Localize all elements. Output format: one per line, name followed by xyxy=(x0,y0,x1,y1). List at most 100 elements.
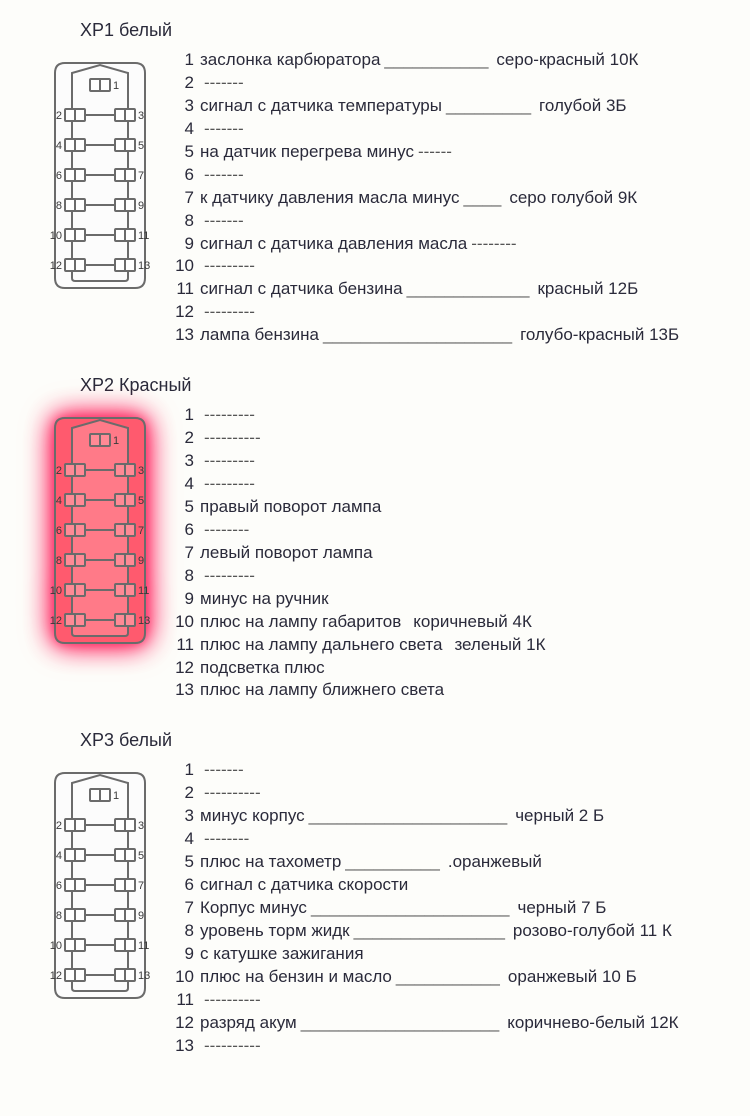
svg-text:4: 4 xyxy=(56,850,62,862)
pin-row: 12 --------- xyxy=(170,301,730,324)
pin-description: плюс на бензин и масло xyxy=(200,966,392,989)
pin-filler: _____________________ xyxy=(311,897,510,920)
svg-text:13: 13 xyxy=(138,260,150,272)
pin-number: 9 xyxy=(170,233,194,256)
pin-wire: красный 12Б xyxy=(537,278,638,301)
pin-number: 6 xyxy=(170,164,194,187)
section-body: 1 2345678910111213 1-------2----------3м… xyxy=(30,757,730,1057)
pin-row: 4------- xyxy=(170,118,730,141)
pin-row: 13плюс на лампу ближнего света xyxy=(170,679,730,702)
svg-text:4: 4 xyxy=(56,495,62,507)
pin-number: 1 xyxy=(170,49,194,72)
svg-text:1: 1 xyxy=(113,435,119,447)
pin-row: 1--------- xyxy=(170,404,730,427)
connector-xp2: 1 2345678910111213 xyxy=(30,402,170,648)
pin-wire: розово-голубой 11 К xyxy=(513,920,672,943)
pin-row: 5на датчик перегрева минус------ xyxy=(170,141,730,164)
svg-text:6: 6 xyxy=(56,525,62,537)
pin-filler: ____ xyxy=(463,187,501,210)
pin-row: 2------- xyxy=(170,72,730,95)
pin-description: сигнал с датчика бензина xyxy=(200,278,403,301)
pin-number: 7 xyxy=(170,897,194,920)
svg-text:3: 3 xyxy=(138,110,144,122)
pin-description: минус корпус xyxy=(200,805,305,828)
pin-description: заслонка карбюратора xyxy=(200,49,380,72)
pin-number: 3 xyxy=(170,805,194,828)
pin-number: 4 xyxy=(170,118,194,141)
pin-description: левый поворот лампа xyxy=(200,542,373,565)
pin-number: 9 xyxy=(170,588,194,611)
pin-list-xp3: 1-------2----------3минус корпус________… xyxy=(170,757,730,1057)
pin-filler: ---------- xyxy=(204,782,261,805)
pin-number: 11 xyxy=(170,634,194,657)
pin-filler: --------- xyxy=(204,565,255,588)
section-xp3: ХР3 белый 1 2345678910111213 1-------2--… xyxy=(30,730,730,1057)
pin-row: 4 --------- xyxy=(170,473,730,496)
pin-wire: зеленый 1К xyxy=(454,634,545,657)
svg-text:6: 6 xyxy=(56,880,62,892)
pin-filler: ___________ xyxy=(384,49,488,72)
pin-row: 6------- xyxy=(170,164,730,187)
svg-text:8: 8 xyxy=(56,910,62,922)
pin-filler: ------ xyxy=(418,141,452,164)
svg-text:8: 8 xyxy=(56,200,62,212)
pin-number: 4 xyxy=(170,473,194,496)
pin-filler: ------- xyxy=(204,759,244,782)
svg-text:7: 7 xyxy=(138,170,144,182)
pin-wire: оранжевый 10 Б xyxy=(508,966,637,989)
pin-filler: _____________________ xyxy=(309,805,508,828)
pin-filler: ---------- xyxy=(204,1035,261,1058)
pin-number: 5 xyxy=(170,141,194,164)
svg-text:11: 11 xyxy=(138,940,149,952)
pin-number: 9 xyxy=(170,943,194,966)
pin-description: сигнал с датчика давления масла xyxy=(200,233,467,256)
pin-wire: голубой 3Б xyxy=(539,95,627,118)
pin-number: 3 xyxy=(170,95,194,118)
pin-filler: ---------- xyxy=(204,989,261,1012)
svg-text:9: 9 xyxy=(138,200,144,212)
pin-description: сигнал с датчика температуры xyxy=(200,95,442,118)
page: ХР1 белый 1 2345678910111213 1зас xyxy=(0,0,750,1116)
pin-description: уровень торм жидк xyxy=(200,920,350,943)
svg-text:10: 10 xyxy=(50,585,62,597)
pin-filler: --------- xyxy=(204,473,255,496)
svg-text:12: 12 xyxy=(50,260,62,272)
pin-description: Корпус минус xyxy=(200,897,307,920)
pin-filler: -------- xyxy=(204,828,249,851)
pin-row: 1------- xyxy=(170,759,730,782)
pin-number: 10 xyxy=(170,611,194,634)
pin-row: 10--------- xyxy=(170,255,730,278)
pin-filler: ____________________ xyxy=(323,324,512,347)
pin-number: 12 xyxy=(170,301,194,324)
pin-number: 10 xyxy=(170,966,194,989)
pin-number: 7 xyxy=(170,187,194,210)
pin-row: 8------- xyxy=(170,210,730,233)
pin-row: 5плюс на тахометр__________.оранжевый xyxy=(170,851,730,874)
connector-xp1: 1 2345678910111213 xyxy=(30,47,170,293)
pin-row: 3минус корпус_____________________черный… xyxy=(170,805,730,828)
pin-description: правый поворот лампа xyxy=(200,496,381,519)
pin-number: 6 xyxy=(170,874,194,897)
pin-filler: --------- xyxy=(204,450,255,473)
connector-diagram-icon: 1 2345678910111213 xyxy=(45,53,155,293)
pin-number: 5 xyxy=(170,496,194,519)
pin-number: 3 xyxy=(170,450,194,473)
pin-row: 6-------- xyxy=(170,519,730,542)
svg-text:13: 13 xyxy=(138,970,150,982)
pin-number: 11 xyxy=(170,989,194,1012)
pin-filler: --------- xyxy=(204,404,255,427)
svg-text:6: 6 xyxy=(56,170,62,182)
pin-filler: --------- xyxy=(204,301,255,324)
svg-text:12: 12 xyxy=(50,970,62,982)
pin-row: 7Корпус минус_____________________черный… xyxy=(170,897,730,920)
pin-number: 8 xyxy=(170,920,194,943)
pin-number: 12 xyxy=(170,1012,194,1035)
pin-row: 13лампа бензина____________________голуб… xyxy=(170,324,730,347)
svg-text:1: 1 xyxy=(113,80,119,92)
pin-row: 3 --------- xyxy=(170,450,730,473)
section-title: ХР1 белый xyxy=(80,20,730,41)
pin-description: плюс на тахометр xyxy=(200,851,341,874)
pin-wire: серо-красный 10К xyxy=(496,49,638,72)
svg-text:11: 11 xyxy=(138,585,149,597)
section-body: 1 2345678910111213 1---------2----------… xyxy=(30,402,730,702)
